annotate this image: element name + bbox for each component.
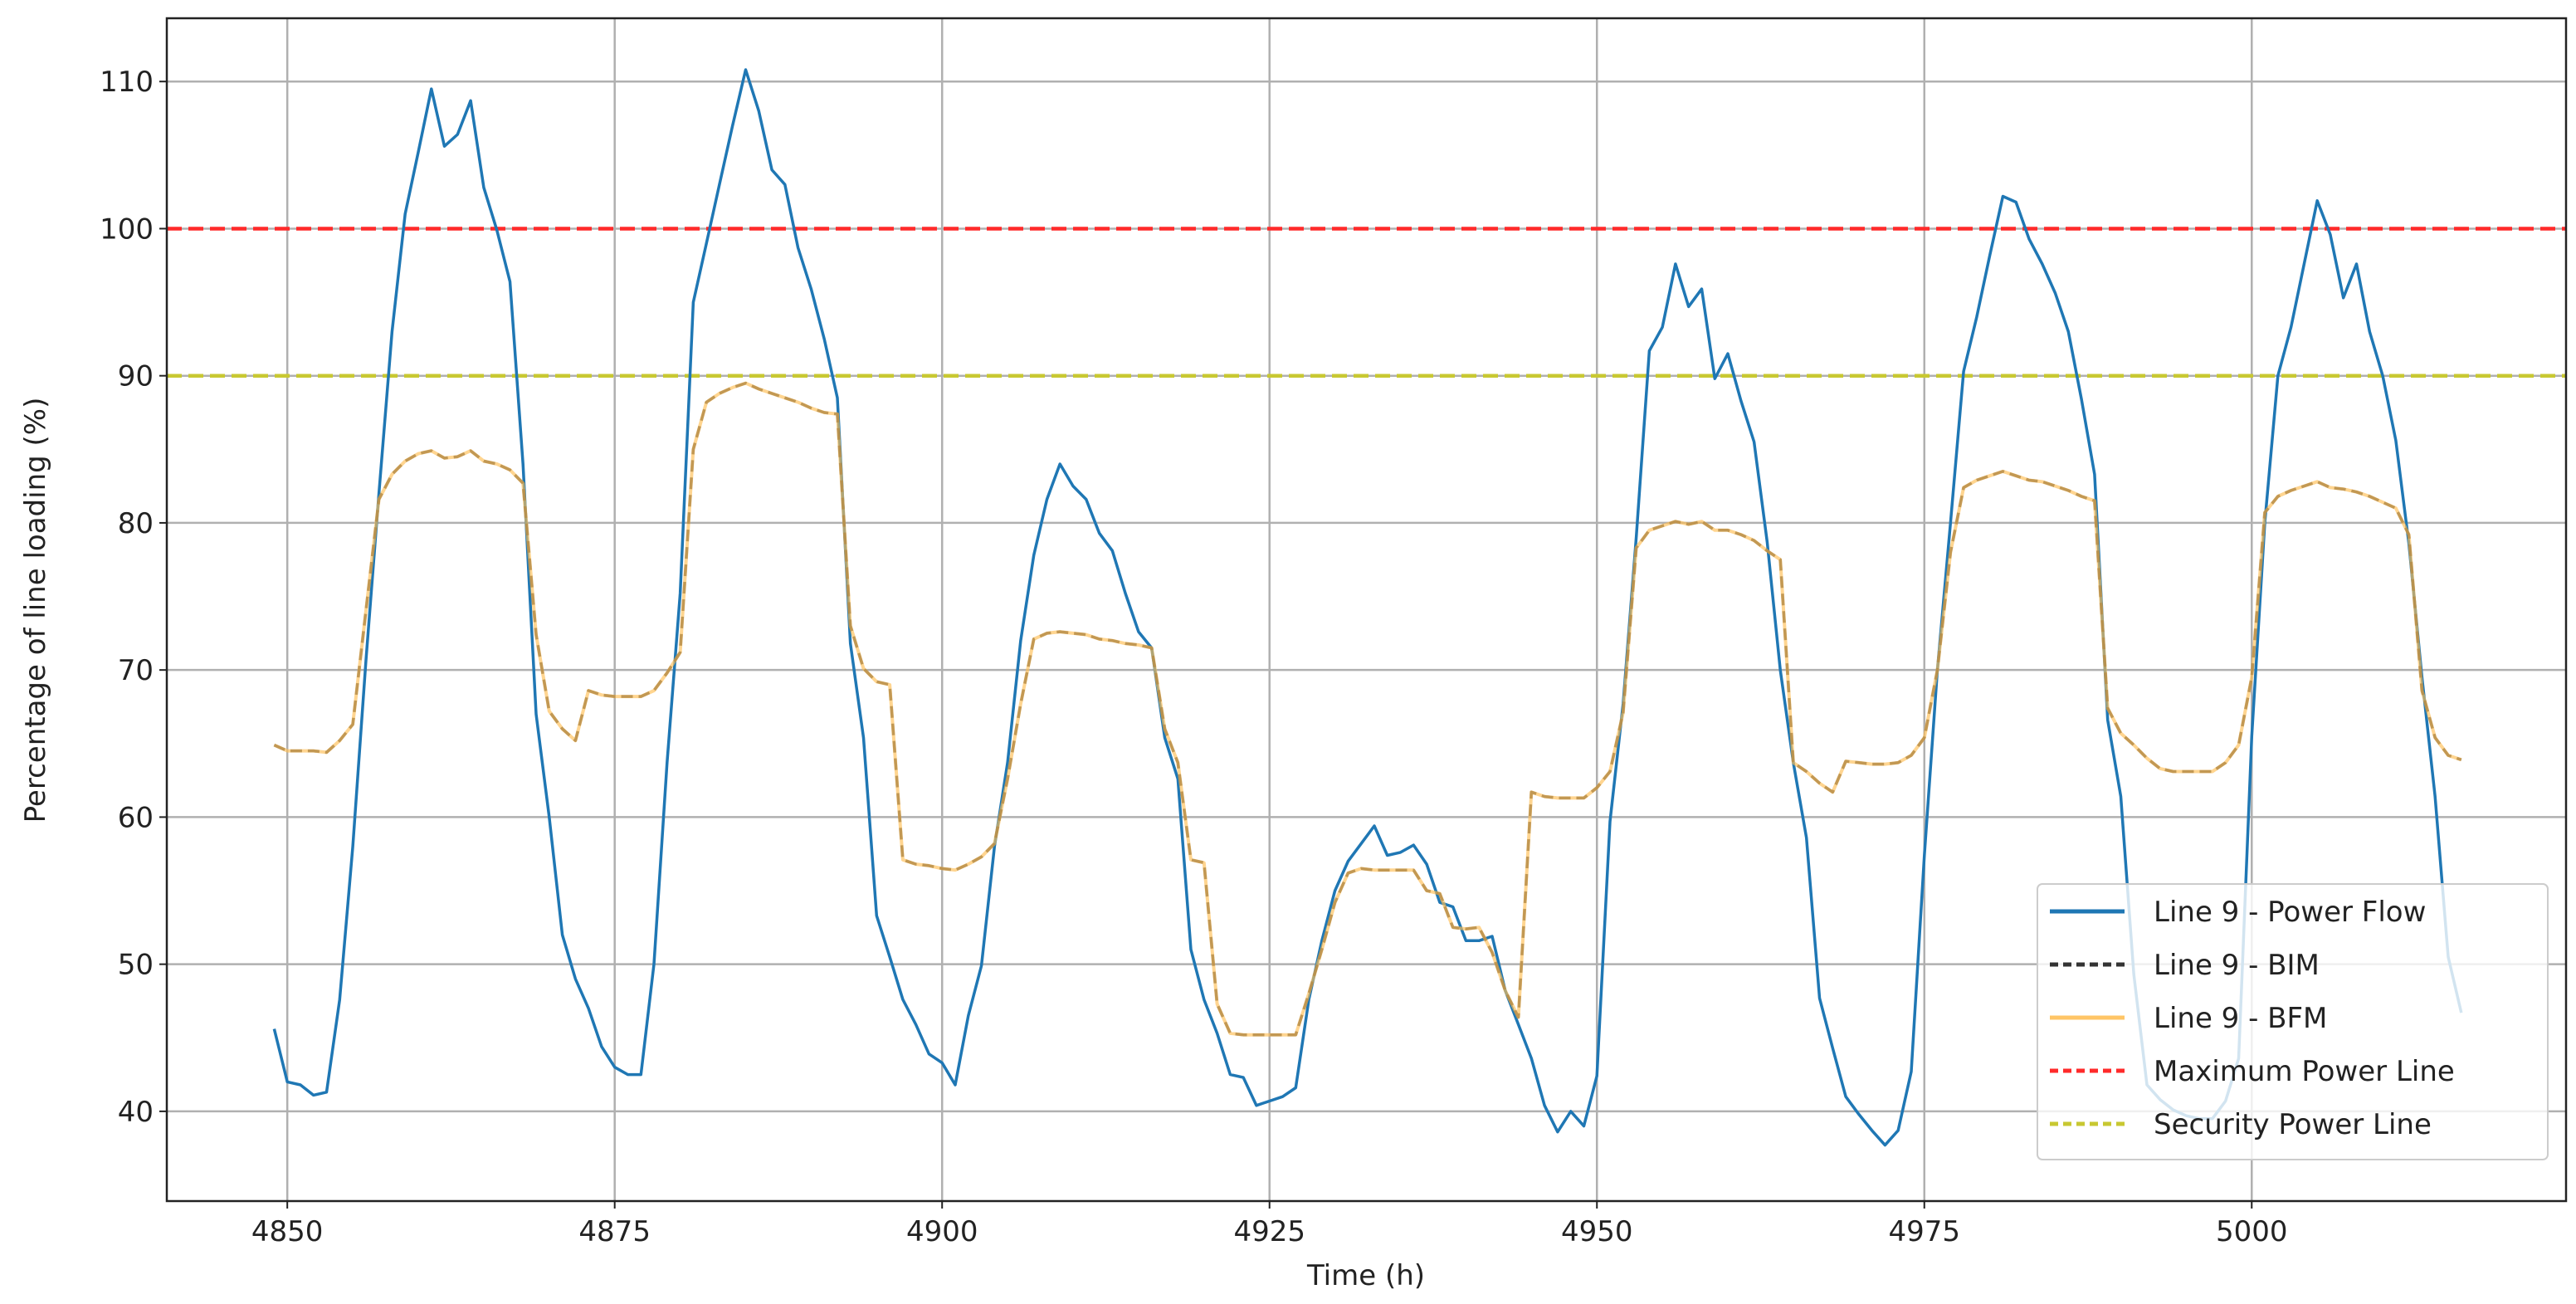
threshold-lines [167,227,2566,378]
legend-label: Line 9 - Power Flow [2154,896,2426,929]
y-tick-label: 40 [118,1096,154,1129]
y-tick-label: 110 [100,66,154,99]
legend-label: Maximum Power Line [2154,1055,2455,1088]
y-tick-label: 70 [118,654,154,687]
x-tick-label: 4925 [1233,1215,1305,1248]
y-tick-label: 100 [100,212,154,246]
legend-label: Security Power Line [2154,1108,2432,1141]
legend-label: Line 9 - BIM [2154,949,2320,982]
y-axis-label: Percentage of line loading (%) [19,398,52,823]
y-tick-label: 60 [118,801,154,834]
x-tick-label: 4900 [906,1215,978,1248]
y-axis-ticks: 40 50 60 70 80 90 100 110 [100,66,167,1129]
x-tick-label: 4850 [251,1215,324,1248]
y-tick-label: 80 [118,507,154,540]
x-tick-label: 4875 [578,1215,651,1248]
data-series [272,68,2463,1147]
x-tick-label: 5000 [2216,1215,2288,1248]
legend-label: Line 9 - BFM [2154,1002,2327,1035]
y-tick-label: 50 [118,949,154,982]
legend: Line 9 - Power Flow Line 9 - BIM Line 9 - … [2037,883,2549,1160]
y-tick-label: 90 [118,360,154,393]
series-line-9-bfm [273,381,2462,1037]
x-axis-label: Time (h) [1306,1259,1425,1292]
plot-frame [165,17,2568,1203]
x-tick-label: 4950 [1561,1215,1633,1248]
legend-box [2037,883,2549,1160]
x-tick-label: 4975 [1888,1215,1960,1248]
x-axis-ticks: 4850 4875 4900 4925 4950 4975 5000 [251,1201,2288,1248]
